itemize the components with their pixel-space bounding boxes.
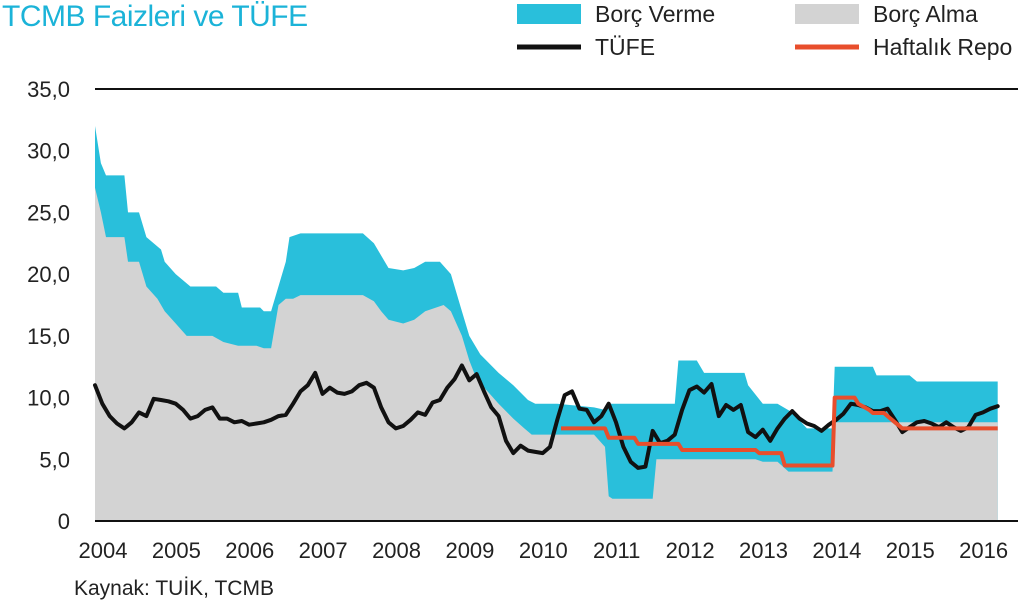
x-tick-label: 2009 xyxy=(445,538,494,563)
x-tick-label: 2004 xyxy=(79,538,128,563)
x-tick-label: 2012 xyxy=(666,538,715,563)
tufe-line xyxy=(93,363,1000,470)
legend-label: TÜFE xyxy=(595,34,655,60)
borc-verme-legend-swatch xyxy=(517,4,581,24)
y-tick-label: 35,0 xyxy=(27,77,70,102)
x-tick-label: 2008 xyxy=(372,538,421,563)
x-tick-label: 2015 xyxy=(886,538,935,563)
y-tick-label: 20,0 xyxy=(27,262,70,287)
y-axis: 0 5,0 10,0 15,0 20,0 25,0 30,0 35,0 xyxy=(27,77,70,534)
y-tick-label: 15,0 xyxy=(27,324,70,349)
x-tick-label: 2014 xyxy=(812,538,861,563)
legend-label: Borç Alma xyxy=(873,1,978,27)
legend: Borç Verme Borç Alma TÜFE Haftalık Repo xyxy=(517,1,1012,60)
plot-area xyxy=(93,88,1018,522)
x-tick-label: 2007 xyxy=(299,538,348,563)
y-tick-label: 30,0 xyxy=(27,139,70,164)
y-tick-label: 25,0 xyxy=(27,200,70,225)
legend-label: Borç Verme xyxy=(595,1,715,27)
haftalik-repo-line xyxy=(561,395,998,468)
x-tick-label: 2016 xyxy=(959,538,1008,563)
source-note: Kaynak: TUİK, TCMB xyxy=(74,577,274,600)
x-tick-label: 2011 xyxy=(593,538,640,563)
x-tick-label: 2005 xyxy=(152,538,201,563)
x-axis: 2004 2005 2006 2007 2008 2009 2010 2011 2012 2013… xyxy=(79,538,1009,563)
y-tick-label: 10,0 xyxy=(27,386,70,411)
x-tick-label: 2006 xyxy=(225,538,274,563)
chart-title: TCMB Faizleri ve TÜFE xyxy=(2,0,308,33)
y-tick-label: 5,0 xyxy=(39,447,70,472)
x-tick-label: 2010 xyxy=(519,538,568,563)
borc-alma-legend-swatch xyxy=(795,4,859,24)
borc-alma-area xyxy=(95,187,998,521)
x-tick-label: 2013 xyxy=(739,538,788,563)
legend-label: Haftalık Repo xyxy=(873,34,1012,60)
y-tick-label: 0 xyxy=(58,509,70,534)
